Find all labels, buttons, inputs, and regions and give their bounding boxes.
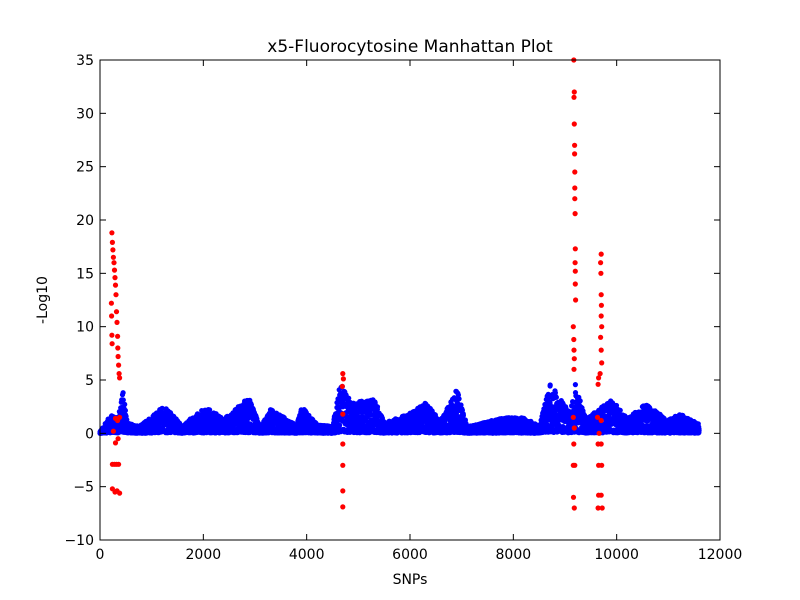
baseline-series — [97, 382, 702, 436]
baseline-point — [122, 401, 128, 407]
baseline-point — [456, 396, 462, 402]
plot-area — [100, 60, 720, 540]
baseline-point — [374, 404, 381, 410]
baseline-point — [120, 397, 126, 403]
baseline-point — [617, 407, 623, 413]
baseline-point — [552, 390, 559, 396]
chart-title: x5-Fluorocytosine Manhattan Plot — [267, 37, 553, 57]
baseline-point — [124, 417, 130, 423]
baseline-point — [547, 382, 553, 388]
baseline-point — [337, 422, 343, 428]
baseline-point — [159, 406, 165, 412]
baseline-point — [572, 382, 579, 388]
baseline-point — [460, 412, 466, 419]
baseline-point — [120, 390, 126, 396]
baseline-point — [577, 398, 583, 404]
baseline-point — [553, 394, 560, 400]
baseline-point — [207, 407, 213, 413]
baseline-point — [122, 407, 128, 414]
